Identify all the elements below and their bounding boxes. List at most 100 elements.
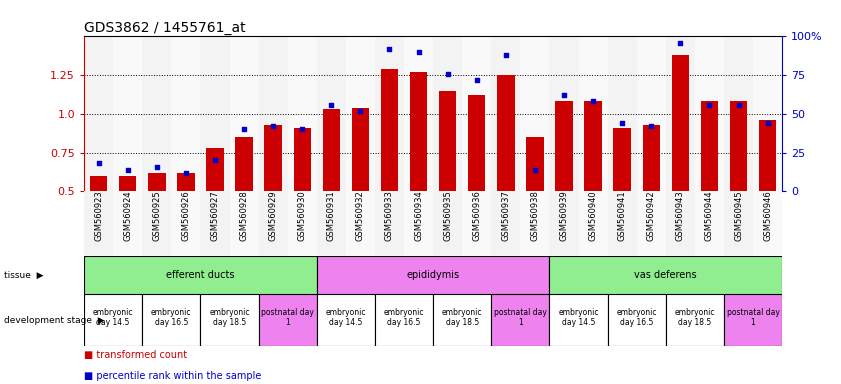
Bar — [206, 148, 224, 191]
Text: efferent ducts: efferent ducts — [167, 270, 235, 280]
Text: embryonic
day 16.5: embryonic day 16.5 — [616, 308, 657, 328]
Bar — [177, 173, 194, 191]
Bar — [607, 294, 666, 346]
Point — [179, 170, 193, 176]
Point — [121, 167, 135, 173]
Bar — [613, 128, 631, 191]
Bar — [114, 191, 142, 257]
Bar — [84, 36, 114, 191]
Bar — [549, 294, 607, 346]
Bar — [317, 294, 375, 346]
Bar — [607, 36, 637, 191]
Bar — [753, 36, 782, 191]
Bar — [200, 36, 230, 191]
Point — [703, 101, 717, 108]
Bar — [323, 109, 340, 191]
Bar — [439, 91, 457, 191]
Bar — [346, 36, 375, 191]
Bar — [468, 95, 485, 191]
Bar — [724, 36, 753, 191]
Bar — [142, 36, 172, 191]
Bar — [142, 191, 172, 257]
Bar — [579, 36, 607, 191]
Text: ■ percentile rank within the sample: ■ percentile rank within the sample — [84, 371, 262, 381]
Bar — [463, 36, 491, 191]
Bar — [637, 191, 666, 257]
Bar — [491, 36, 521, 191]
Bar — [724, 294, 782, 346]
Bar — [148, 173, 166, 191]
Bar — [433, 191, 463, 257]
Text: development stage  ▶: development stage ▶ — [4, 316, 105, 325]
Point — [499, 52, 512, 58]
Text: ■ transformed count: ■ transformed count — [84, 350, 188, 360]
Bar — [433, 294, 491, 346]
Bar — [730, 101, 747, 191]
Bar — [200, 191, 230, 257]
Text: GDS3862 / 1455761_at: GDS3862 / 1455761_at — [84, 21, 246, 35]
Bar — [230, 191, 259, 257]
Point — [209, 157, 222, 164]
Bar — [352, 108, 369, 191]
Bar — [375, 191, 404, 257]
Bar — [259, 191, 288, 257]
Text: epididymis: epididymis — [406, 270, 460, 280]
Bar — [235, 137, 253, 191]
Bar — [724, 191, 753, 257]
Text: vas deferens: vas deferens — [634, 270, 697, 280]
Bar — [381, 69, 398, 191]
Text: embryonic
day 14.5: embryonic day 14.5 — [325, 308, 366, 328]
Bar — [317, 257, 549, 294]
Bar — [549, 191, 579, 257]
Bar — [404, 191, 433, 257]
Point — [528, 167, 542, 173]
Bar — [375, 36, 404, 191]
Bar — [526, 137, 543, 191]
Text: tissue  ▶: tissue ▶ — [4, 271, 44, 280]
Point — [295, 126, 309, 132]
Bar — [549, 257, 782, 294]
Text: embryonic
day 14.5: embryonic day 14.5 — [93, 308, 134, 328]
Bar — [695, 36, 724, 191]
Bar — [637, 36, 666, 191]
Bar — [264, 125, 282, 191]
Point — [92, 161, 105, 167]
Point — [325, 101, 338, 108]
Bar — [666, 294, 724, 346]
Bar — [643, 125, 660, 191]
Bar — [317, 191, 346, 257]
Bar — [258, 36, 288, 191]
Point — [644, 123, 658, 129]
Bar — [555, 101, 573, 191]
Bar — [701, 101, 718, 191]
Point — [470, 77, 484, 83]
Bar — [753, 191, 782, 257]
Bar — [579, 191, 607, 257]
Bar — [607, 191, 637, 257]
Bar — [172, 191, 200, 257]
Point — [616, 120, 629, 126]
Text: postnatal day
1: postnatal day 1 — [262, 308, 315, 328]
Bar — [404, 36, 433, 191]
Bar — [84, 257, 317, 294]
Bar — [695, 191, 724, 257]
Text: embryonic
day 14.5: embryonic day 14.5 — [558, 308, 599, 328]
Point — [558, 92, 571, 98]
Bar — [259, 294, 317, 346]
Bar — [549, 36, 579, 191]
Point — [412, 49, 426, 55]
Bar — [666, 36, 695, 191]
Bar — [497, 75, 515, 191]
Point — [674, 40, 687, 46]
Point — [150, 164, 163, 170]
Bar — [759, 120, 776, 191]
Bar — [119, 176, 136, 191]
Point — [761, 120, 775, 126]
Bar — [521, 191, 549, 257]
Bar — [666, 191, 695, 257]
Text: embryonic
day 16.5: embryonic day 16.5 — [151, 308, 192, 328]
Point — [732, 101, 745, 108]
Bar — [410, 72, 427, 191]
Bar — [288, 191, 317, 257]
Point — [237, 126, 251, 132]
